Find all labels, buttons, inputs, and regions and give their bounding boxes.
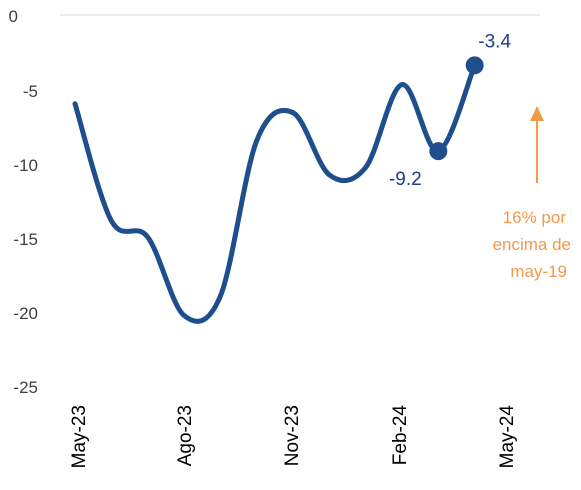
annotation-arrow-head	[530, 106, 544, 121]
y-tick-label: 0	[9, 7, 18, 26]
x-tick-label: Ago-23	[175, 405, 196, 466]
y-tick-label: -25	[13, 378, 38, 397]
y-tick-label: -5	[23, 82, 38, 101]
annotation-line: may-19	[510, 262, 567, 281]
data-label: -9.2	[389, 169, 422, 190]
x-tick-label: Feb-24	[390, 405, 411, 466]
x-axis-ticks: May-23 Ago-23 Nov-23 Feb-24 May-24	[69, 405, 518, 469]
x-tick-label: May-23	[69, 405, 90, 468]
series-line	[72, 62, 478, 324]
y-axis-ticks: 0 -5 -10 -15 -20 -25	[9, 7, 38, 397]
y-tick-label: -15	[13, 230, 38, 249]
y-tick-label: -20	[13, 304, 38, 323]
data-point-marker	[465, 56, 484, 75]
annotation-line: encima de	[493, 235, 571, 254]
data-label: -3.4	[478, 31, 511, 52]
annotation-line: 16% por	[503, 208, 567, 227]
data-point-marker	[429, 142, 448, 161]
annotation: 16% por encima de may-19	[493, 106, 571, 281]
x-tick-label: May-24	[497, 405, 518, 469]
y-tick-label: -10	[13, 156, 38, 175]
x-tick-label: Nov-23	[282, 405, 303, 466]
